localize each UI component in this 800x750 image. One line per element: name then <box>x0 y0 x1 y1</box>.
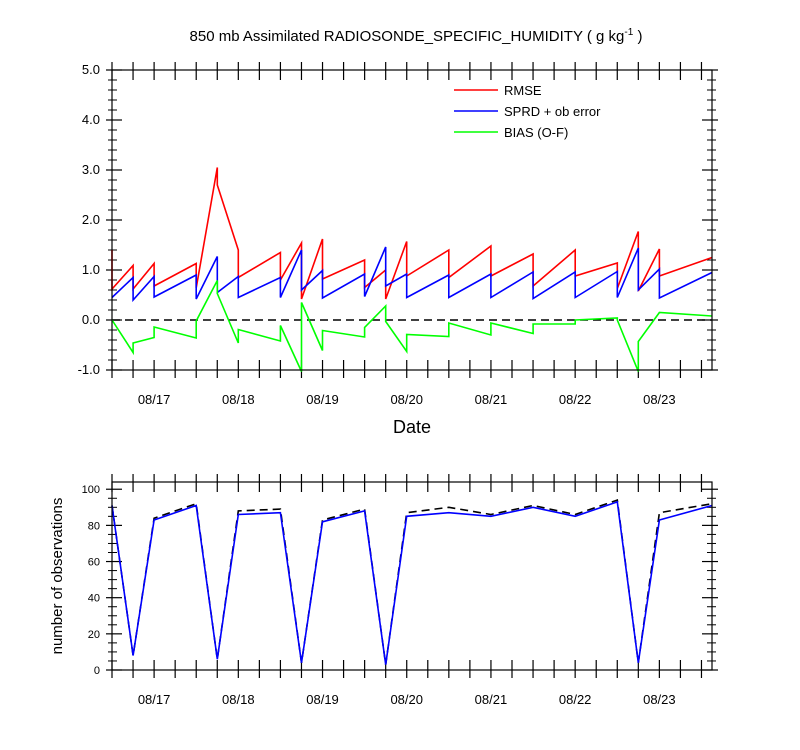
chart-title-exponent: -1 <box>624 27 633 38</box>
top-chart-series <box>111 167 713 372</box>
legend-label-rmse: RMSE <box>504 83 542 98</box>
x-tick-label: 08/23 <box>643 692 676 707</box>
series-line-sprd-ob-error <box>111 246 713 303</box>
y-tick-label: 40 <box>88 593 100 605</box>
y-tick-label: 1.0 <box>82 262 100 277</box>
bottom-chart-ticks <box>106 474 718 678</box>
chart-title-main: 850 mb Assimilated RADIOSONDE_SPECIFIC_H… <box>190 28 625 45</box>
chart-title-tail: ) <box>633 28 642 45</box>
x-tick-label: 08/21 <box>475 692 508 707</box>
y-axis-label-observations: number of observations <box>49 498 66 655</box>
x-tick-label: 08/17 <box>138 692 171 707</box>
series-line-bias-o-f <box>111 280 713 372</box>
legend-label-sprd: SPRD + ob error <box>504 104 601 119</box>
series-line-solid <box>111 500 713 665</box>
y-tick-label: 4.0 <box>82 112 100 127</box>
legend-label-bias: BIAS (O-F) <box>504 125 568 140</box>
x-axis-label: Date <box>393 417 431 437</box>
series-line-rmse <box>111 167 713 300</box>
x-tick-label: 08/23 <box>643 392 676 407</box>
y-tick-label: 0.0 <box>82 312 100 327</box>
y-tick-label: 3.0 <box>82 162 100 177</box>
legend: RMSE SPRD + ob error BIAS (O-F) <box>454 83 601 140</box>
bottom-plot-frame <box>111 481 713 671</box>
y-tick-label: 2.0 <box>82 212 100 227</box>
x-tick-label: 08/18 <box>222 392 255 407</box>
y-tick-label: 0 <box>94 665 100 677</box>
x-tick-label: 08/20 <box>390 392 423 407</box>
y-tick-label: 60 <box>88 557 100 569</box>
x-tick-label: 08/19 <box>306 692 339 707</box>
x-tick-label: 08/17 <box>138 392 171 407</box>
top-plot-frame <box>111 69 713 371</box>
top-chart-ticks <box>106 62 718 378</box>
y-tick-label: 20 <box>88 629 100 641</box>
x-tick-label: 08/21 <box>475 392 508 407</box>
chart-title: 850 mb Assimilated RADIOSONDE_SPECIFIC_H… <box>190 27 643 45</box>
y-tick-label: 100 <box>82 484 100 496</box>
y-tick-label: 80 <box>88 520 100 532</box>
x-tick-label: 08/19 <box>306 392 339 407</box>
bottom-chart-labels: 08/17 08/18 08/19 08/20 08/21 08/22 08/23 0 20 40… <box>82 484 676 707</box>
y-tick-label: -1.0 <box>78 362 100 377</box>
bottom-chart-series <box>111 499 713 665</box>
x-tick-label: 08/22 <box>559 692 592 707</box>
y-tick-label: 5.0 <box>82 62 100 77</box>
x-tick-label: 08/18 <box>222 692 255 707</box>
x-tick-label: 08/20 <box>390 692 423 707</box>
x-tick-label: 08/22 <box>559 392 592 407</box>
top-chart-labels: 08/17 08/18 08/19 08/20 08/21 08/22 08/23 -1.0 0… <box>78 62 676 407</box>
series-line-dashed <box>111 499 713 665</box>
